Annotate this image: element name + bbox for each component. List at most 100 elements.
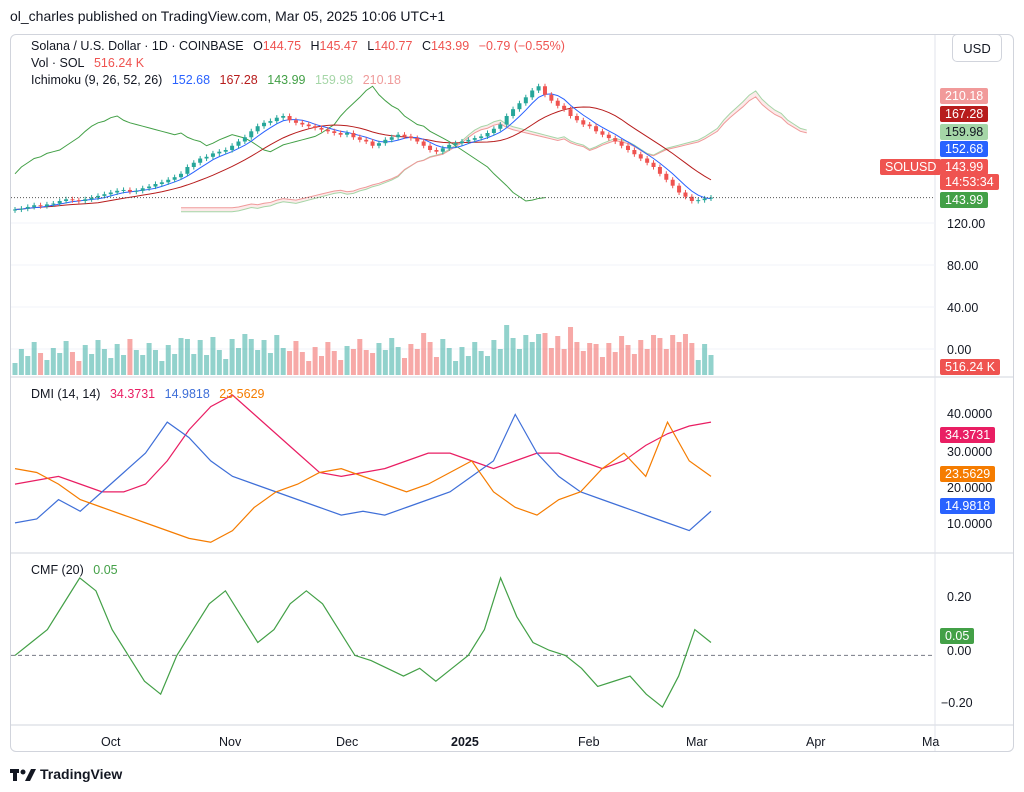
volume-bar (465, 356, 471, 375)
volume-bar (312, 347, 318, 375)
ichimoku-cloud (181, 90, 807, 212)
symbol-label: Solana / U.S. Dollar · 1D · COINBASE (31, 39, 244, 53)
candle-body (102, 194, 107, 196)
volume-bar (159, 361, 165, 375)
candle-body (51, 203, 56, 205)
candle-body (594, 126, 599, 132)
volume-bar (389, 338, 395, 375)
volume-bar (306, 361, 312, 375)
volume-bar (242, 334, 248, 375)
volume-bar (702, 344, 708, 375)
volume-bar (497, 349, 503, 375)
dmi-tick: 10.0000 (947, 517, 993, 531)
candle-body (415, 138, 420, 142)
currency-button[interactable]: USD (952, 34, 1002, 62)
candle-body (115, 190, 120, 193)
volume-bar (485, 356, 491, 375)
volume-bar (561, 349, 567, 375)
dmi-plus-line (14, 420, 712, 543)
candle-body (147, 186, 152, 189)
candle-body (198, 158, 203, 163)
time-tick: Nov (219, 735, 242, 749)
tradingview-logo[interactable]: TradingView (10, 766, 122, 782)
candle-body (44, 204, 49, 207)
candle-body (683, 192, 688, 197)
volume-bar (363, 350, 369, 375)
candle-body (223, 150, 228, 152)
volume-bar (280, 348, 286, 375)
candle-body (498, 124, 503, 129)
candle-body (568, 109, 573, 116)
candle-body (306, 124, 311, 127)
volume-bar (402, 358, 408, 375)
volume-bar (574, 342, 580, 375)
chart-container[interactable]: Solana / U.S. Dollar · 1D · COINBASE O14… (10, 34, 1014, 752)
volume-bar (510, 338, 516, 375)
candle-body (351, 133, 356, 138)
volume-bar (568, 327, 574, 375)
volume-bar (676, 342, 682, 375)
volume-bar (504, 325, 510, 375)
volume-bar (44, 360, 50, 375)
candle-body (613, 138, 618, 142)
adx-badge: 34.3731 (940, 427, 996, 443)
candle-body (542, 86, 547, 95)
candle-body (702, 198, 707, 201)
candle-body (536, 86, 541, 91)
candle-body (389, 137, 394, 140)
volume-bar (338, 360, 344, 375)
time-tick: Oct (101, 735, 121, 749)
volume-bar (350, 349, 356, 375)
candle-body (549, 94, 554, 101)
volume-bar (133, 350, 139, 375)
dmi-minus-value: 14.9818 (164, 387, 210, 401)
volume-bar (529, 342, 535, 375)
chart-canvas[interactable] (11, 35, 1014, 752)
candle-body (191, 162, 196, 167)
volume-bar (223, 359, 229, 375)
volume-bar (293, 341, 299, 375)
candle-body (555, 100, 560, 106)
candle-body (696, 200, 701, 202)
candle-body (32, 205, 37, 207)
volume-bar (331, 351, 337, 375)
time-tick: Apr (806, 735, 826, 749)
candle-body (140, 188, 145, 191)
candle-body (204, 156, 209, 159)
ichimoku-kijun: 167.28 (219, 73, 258, 87)
candle-body (517, 103, 522, 110)
cmf-tick: 0.20 (947, 590, 972, 604)
candle-body (459, 141, 464, 144)
last-price-badge: 143.99 (940, 159, 989, 175)
candle-body (210, 153, 215, 157)
ichimoku-chikou: 143.99 (267, 73, 306, 87)
volume-bar (63, 341, 69, 375)
volume-bar (695, 360, 701, 375)
volume-bar (344, 346, 350, 375)
volume-bar (638, 340, 644, 375)
volume-bar (38, 353, 44, 375)
volume-bar (555, 336, 561, 375)
volume-bar (76, 361, 82, 375)
volume-bar (140, 355, 146, 375)
price-tick: 80.00 (947, 259, 979, 273)
di-minus-badge: 14.9818 (940, 498, 996, 514)
candle-body (370, 141, 375, 146)
candle-body (689, 196, 694, 201)
volume-bar (644, 349, 650, 375)
volume-bar (267, 353, 273, 375)
candle-body (523, 97, 528, 104)
candle-body (421, 141, 426, 146)
candle-body (466, 139, 471, 142)
volume-bar (18, 349, 24, 375)
candle-body (408, 136, 413, 139)
volume-bar (612, 352, 618, 375)
candle-body (396, 134, 401, 138)
candle-body (262, 122, 267, 127)
candle-body (664, 173, 669, 180)
volume-bar (89, 354, 95, 375)
candle-body (472, 138, 477, 140)
candle-body (70, 199, 75, 201)
candle-body (638, 154, 643, 159)
candle-body (236, 141, 241, 146)
